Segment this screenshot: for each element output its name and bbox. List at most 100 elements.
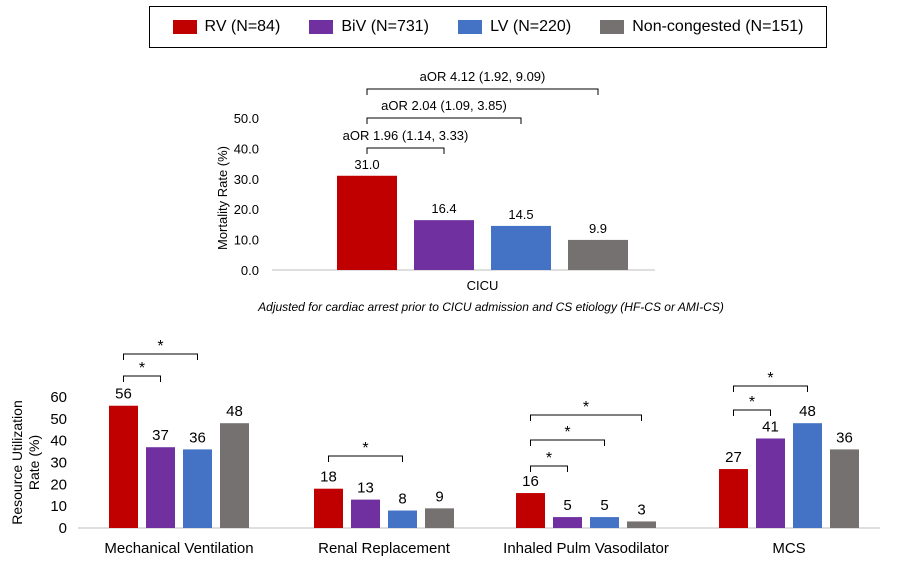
y-tick-label: 50.0 (234, 111, 259, 126)
bar-2-2 (590, 517, 619, 528)
legend: RV (N=84) BiV (N=731) LV (N=220) Non-con… (149, 6, 827, 48)
legend-label-non-congested: Non-congested (N=151) (632, 18, 804, 35)
data-label: 41 (762, 418, 779, 435)
significance-star: * (767, 370, 773, 387)
significance-bracket (530, 414, 642, 421)
data-label: 27 (725, 449, 742, 466)
significance-bracket (530, 439, 605, 446)
data-label: 8 (398, 491, 406, 508)
data-label: 48 (799, 403, 816, 420)
legend-item-lv: LV (N=220) (458, 18, 571, 36)
x-tick-label: MCS (772, 540, 805, 557)
legend-label-biv: BiV (N=731) (341, 18, 429, 35)
x-tick-label: Mechanical Ventilation (104, 540, 253, 557)
x-tick-label: Renal Replacement (318, 540, 451, 557)
data-label: 16.4 (431, 201, 456, 216)
data-label: 14.5 (508, 207, 533, 222)
significance-star: * (546, 450, 552, 467)
legend-item-rv: RV (N=84) (172, 18, 281, 36)
bar-3-2 (793, 423, 822, 528)
bar-0 (337, 175, 397, 270)
data-label: 36 (189, 429, 206, 446)
legend-swatch-rv (172, 20, 197, 34)
bar-0-2 (183, 449, 212, 528)
bar-0-3 (220, 423, 249, 528)
legend-item-non-congested: Non-congested (N=151) (600, 18, 803, 36)
legend-label-lv: LV (N=220) (490, 18, 572, 35)
bar-1 (414, 220, 474, 270)
significance-bracket (123, 375, 161, 382)
annotation-aor: aOR 2.04 (1.09, 3.85) (381, 98, 507, 113)
legend-label-rv: RV (N=84) (204, 18, 281, 35)
y-axis-title: Mortality Rate (%) (215, 146, 230, 250)
y-axis-title-line1: Resource Utilization (9, 400, 25, 525)
mortality-chart: 0.0 10.0 20.0 30.0 40.0 50.0 Mortality Rate (%… (215, 69, 724, 314)
significance-bracket (123, 353, 198, 360)
data-label: 9.9 (589, 221, 607, 236)
significance-bracket (733, 409, 771, 416)
bar-3-0 (719, 469, 748, 528)
significance-star: * (564, 424, 570, 441)
bar-3-1 (756, 438, 785, 528)
legend-swatch-lv (458, 20, 483, 34)
data-label: 18 (320, 469, 337, 486)
resource-utilization-chart: 0 10 20 30 40 50 60 Resource Utilization Rate (%… (9, 338, 880, 557)
bar-3-3 (830, 449, 859, 528)
annotation-aor: aOR 4.12 (1.92, 9.09) (420, 69, 546, 84)
bar-2-0 (516, 493, 545, 528)
bar-2 (491, 225, 551, 270)
significance-bracket (366, 88, 599, 95)
significance-star: * (362, 440, 368, 457)
data-label: 48 (226, 403, 243, 420)
bar-1-2 (388, 510, 417, 528)
bar-2-1 (553, 517, 582, 528)
data-label: 9 (435, 488, 443, 505)
y-tick-label: 10 (50, 498, 67, 515)
data-label: 5 (563, 497, 571, 514)
x-tick-label: CICU (467, 278, 499, 293)
y-tick-label: 20.0 (234, 202, 259, 217)
y-tick-label: 10.0 (234, 233, 259, 248)
bar-0-0 (109, 405, 138, 528)
y-tick-label: 50 (50, 411, 67, 428)
y-tick-label: 30 (50, 455, 67, 472)
x-tick-label: Inhaled Pulm Vasodilator (503, 540, 669, 557)
significance-star: * (749, 394, 755, 411)
significance-bracket (366, 117, 522, 124)
data-label: 5 (600, 497, 608, 514)
significance-star: * (139, 360, 145, 377)
significance-star: * (157, 338, 163, 355)
bar-0-1 (146, 447, 175, 528)
bar-1-3 (425, 508, 454, 528)
y-tick-label: 0.0 (241, 263, 259, 278)
data-label: 13 (357, 480, 374, 497)
data-label: 56 (115, 386, 132, 403)
legend-item-biv: BiV (N=731) (309, 18, 429, 36)
y-tick-label: 0 (59, 520, 67, 537)
legend-swatch-non-congested (600, 20, 625, 34)
significance-bracket (366, 147, 445, 154)
footnote: Adjusted for cardiac arrest prior to CIC… (257, 300, 724, 314)
y-tick-label: 20 (50, 476, 67, 493)
bar-1-1 (351, 499, 380, 528)
significance-star: * (583, 399, 589, 416)
significance-bracket (328, 455, 403, 462)
y-tick-label: 30.0 (234, 172, 259, 187)
y-axis-title-line2: Rate (%) (26, 435, 42, 490)
y-tick-label: 60 (50, 389, 67, 406)
legend-swatch-biv (309, 20, 334, 34)
significance-bracket (530, 465, 568, 472)
bar-3 (568, 239, 628, 270)
bar-2-3 (627, 521, 656, 528)
y-tick-label: 40 (50, 433, 67, 450)
data-label: 31.0 (354, 157, 379, 172)
data-label: 36 (836, 429, 853, 446)
data-label: 16 (522, 473, 539, 490)
y-tick-label: 40.0 (234, 141, 259, 156)
data-label: 37 (152, 427, 169, 444)
data-label: 3 (637, 501, 645, 518)
annotation-aor: aOR 1.96 (1.14, 3.33) (343, 128, 469, 143)
significance-bracket (733, 385, 808, 392)
